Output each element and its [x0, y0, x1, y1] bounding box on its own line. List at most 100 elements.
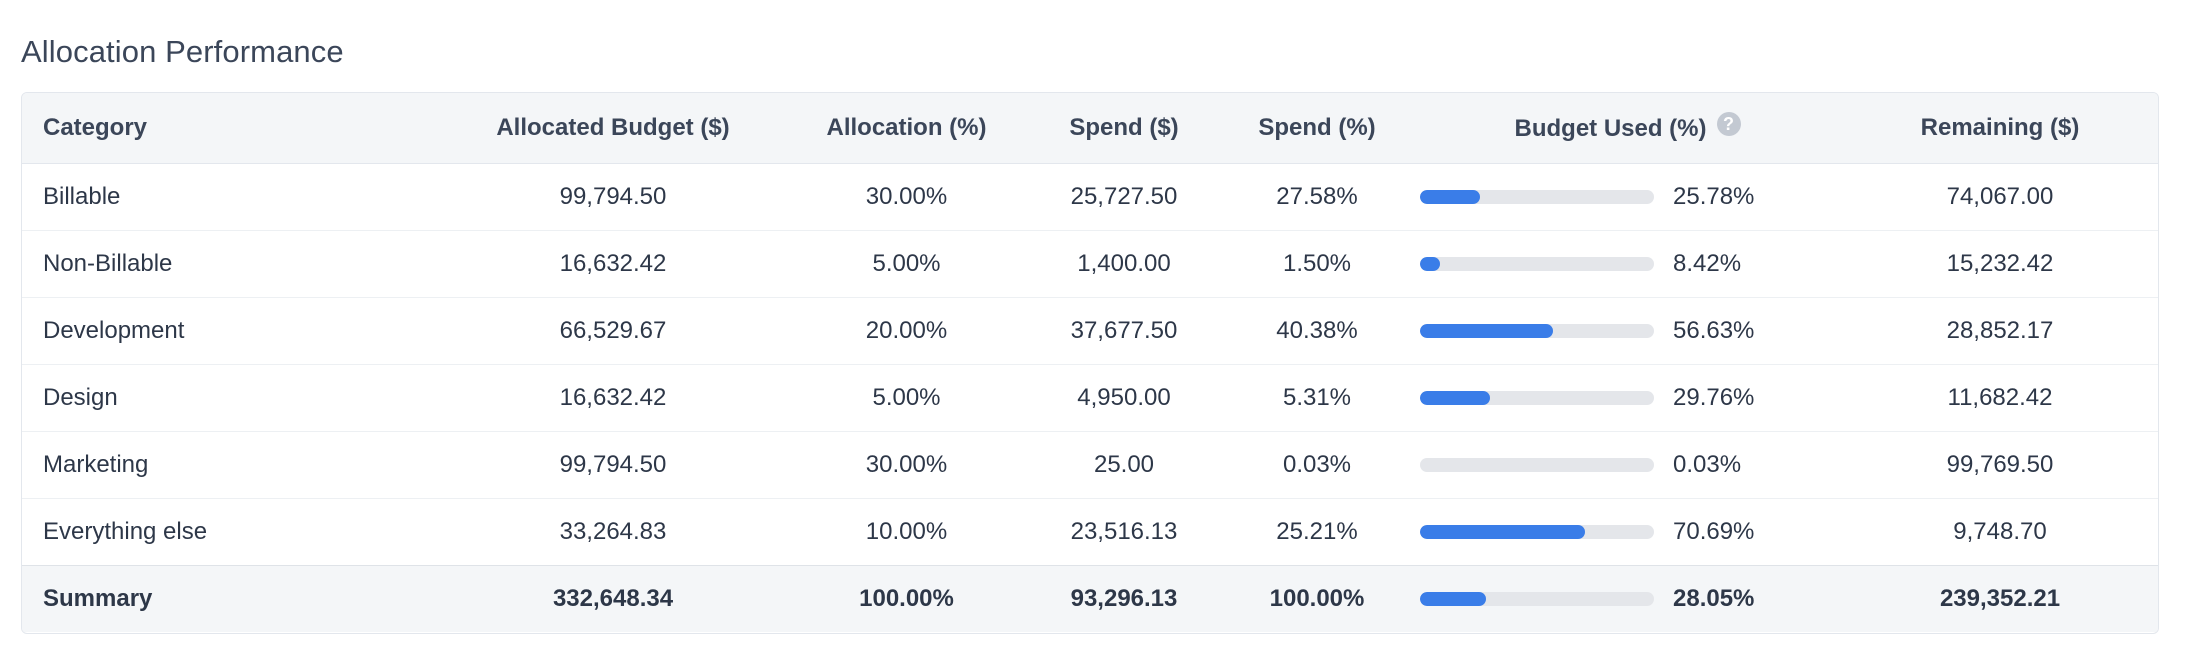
cell-budget-used-pct: 25.78% — [1673, 182, 1755, 210]
cell-budget-used-pct: 29.76% — [1673, 383, 1755, 411]
summary-budget-used: 28.05% — [1415, 565, 1840, 632]
cell-budget-used-pct: 70.69% — [1673, 517, 1755, 545]
header-remaining[interactable]: Remaining ($) — [1920, 113, 2080, 141]
cell-budget-used: 0.03% — [1415, 431, 1840, 498]
progress-track — [1420, 323, 1654, 338]
progress-track — [1420, 457, 1654, 472]
help-icon[interactable]: ? — [1716, 112, 1741, 137]
summary-budget-used-bar: 28.05% — [1420, 585, 1773, 613]
header-budget-used[interactable]: Budget Used (%)? — [1415, 93, 1840, 163]
budget-used-bar: 29.76% — [1420, 384, 1773, 412]
header-row: Category Allocated Budget ($) Allocation… — [22, 93, 2158, 163]
cell-allocated: 16,632.42 — [559, 383, 667, 411]
cell-spend-pct: 27.58% — [1276, 182, 1358, 210]
cell-remaining: 28,852.17 — [1946, 316, 2054, 344]
summary-spend-pct: 100.00% — [1269, 584, 1365, 612]
budget-used-bar: 0.03% — [1420, 451, 1773, 479]
cell-remaining: 11,682.42 — [1947, 383, 2053, 411]
progress-track — [1420, 591, 1654, 606]
budget-used-bar: 8.42% — [1420, 250, 1773, 278]
summary-allocation-pct: 100.00% — [859, 584, 954, 612]
cell-spend: 37,677.50 — [1070, 316, 1178, 344]
cell-budget-used: 25.78% — [1415, 163, 1840, 230]
progress-fill — [1420, 524, 1586, 539]
cell-remaining: 15,232.42 — [1946, 249, 2054, 277]
cell-allocation-pct: 5.00% — [872, 383, 941, 411]
cell-spend: 25.00 — [1093, 450, 1155, 478]
budget-used-bar: 25.78% — [1420, 183, 1773, 211]
cell-allocation-pct: 30.00% — [865, 182, 948, 210]
progress-track — [1420, 390, 1654, 405]
allocation-table-card: Category Allocated Budget ($) Allocation… — [21, 92, 2159, 634]
budget-used-bar: 56.63% — [1420, 317, 1773, 345]
table-row: Billable 99,794.50 30.00% 25,727.50 27.58% 25… — [22, 163, 2158, 230]
cell-budget-used-pct: 56.63% — [1673, 316, 1755, 344]
cell-spend: 1,400.00 — [1077, 249, 1171, 277]
cell-spend-pct: 0.03% — [1282, 450, 1352, 478]
summary-allocated: 332,648.34 — [552, 584, 674, 612]
progress-track — [1420, 189, 1654, 204]
cell-spend: 23,516.13 — [1070, 517, 1178, 545]
header-allocation-pct[interactable]: Allocation (%) — [826, 113, 987, 141]
cell-allocated: 99,794.50 — [559, 450, 667, 478]
cell-remaining: 74,067.00 — [1946, 182, 2054, 210]
cell-category: Design — [43, 383, 118, 411]
table-row: Marketing 99,794.50 30.00% 25.00 0.03% 0.03% 9… — [22, 431, 2158, 498]
cell-allocated: 99,794.50 — [559, 182, 667, 210]
table-row: Design 16,632.42 5.00% 4,950.00 5.31% 29.76% 1… — [22, 364, 2158, 431]
cell-category: Development — [43, 316, 185, 344]
cell-spend-pct: 25.21% — [1276, 517, 1358, 545]
table-footer: Summary 332,648.34 100.00% 93,296.13 100… — [22, 565, 2158, 632]
progress-fill — [1420, 591, 1486, 606]
cell-spend-pct: 1.50% — [1282, 249, 1352, 277]
section-title: Allocation Performance — [21, 34, 344, 69]
cell-remaining: 99,769.50 — [1946, 450, 2054, 478]
cell-category: Billable — [43, 182, 121, 210]
summary-remaining: 239,352.21 — [1939, 584, 2061, 612]
header-category[interactable]: Category — [43, 113, 148, 141]
progress-track — [1420, 256, 1654, 271]
cell-spend-pct: 40.38% — [1276, 316, 1358, 344]
progress-fill — [1420, 390, 1490, 405]
budget-used-bar: 70.69% — [1420, 518, 1773, 546]
progress-fill — [1420, 189, 1481, 204]
header-allocated-budget[interactable]: Allocated Budget ($) — [496, 113, 730, 141]
cell-budget-used-pct: 0.03% — [1673, 450, 1742, 478]
cell-allocated: 66,529.67 — [559, 316, 667, 344]
progress-fill — [1420, 256, 1440, 271]
table-body: Billable 99,794.50 30.00% 25,727.50 27.58% 25… — [22, 163, 2158, 565]
cell-budget-used: 8.42% — [1415, 230, 1840, 297]
cell-allocated: 16,632.42 — [559, 249, 667, 277]
cell-remaining: 9,748.70 — [1953, 517, 2047, 545]
cell-allocation-pct: 30.00% — [865, 450, 948, 478]
cell-budget-used-pct: 8.42% — [1673, 249, 1742, 277]
cell-category: Everything else — [43, 517, 208, 545]
cell-allocation-pct: 10.00% — [865, 517, 948, 545]
cell-spend: 4,950.00 — [1077, 383, 1171, 411]
table-row: Everything else 33,264.83 10.00% 23,516.13 2… — [22, 498, 2158, 565]
header-spend[interactable]: Spend ($) — [1069, 113, 1179, 141]
allocation-table: Category Allocated Budget ($) Allocation… — [22, 93, 2158, 632]
header-spend-pct[interactable]: Spend (%) — [1258, 113, 1376, 141]
cell-budget-used: 56.63% — [1415, 297, 1840, 364]
summary-row: Summary 332,648.34 100.00% 93,296.13 100… — [22, 565, 2158, 632]
progress-track — [1420, 524, 1654, 539]
header-budget-used-label: Budget Used (%) — [1514, 115, 1707, 143]
cell-allocated: 33,264.83 — [559, 517, 667, 545]
cell-spend-pct: 5.31% — [1282, 383, 1352, 411]
cell-category: Non-Billable — [43, 249, 173, 277]
summary-category: Summary — [43, 584, 153, 612]
summary-budget-used-pct: 28.05% — [1673, 584, 1755, 612]
cell-allocation-pct: 20.00% — [865, 316, 948, 344]
cell-allocation-pct: 5.00% — [872, 249, 941, 277]
table-row: Non-Billable 16,632.42 5.00% 1,400.00 1.50% 8… — [22, 230, 2158, 297]
cell-spend: 25,727.50 — [1070, 182, 1178, 210]
table-row: Development 66,529.67 20.00% 37,677.50 40.38… — [22, 297, 2158, 364]
cell-budget-used: 70.69% — [1415, 498, 1840, 565]
table-header: Category Allocated Budget ($) Allocation… — [22, 93, 2158, 163]
progress-fill — [1420, 323, 1553, 338]
cell-budget-used: 29.76% — [1415, 364, 1840, 431]
cell-category: Marketing — [43, 450, 149, 478]
summary-spend: 93,296.13 — [1070, 584, 1178, 612]
